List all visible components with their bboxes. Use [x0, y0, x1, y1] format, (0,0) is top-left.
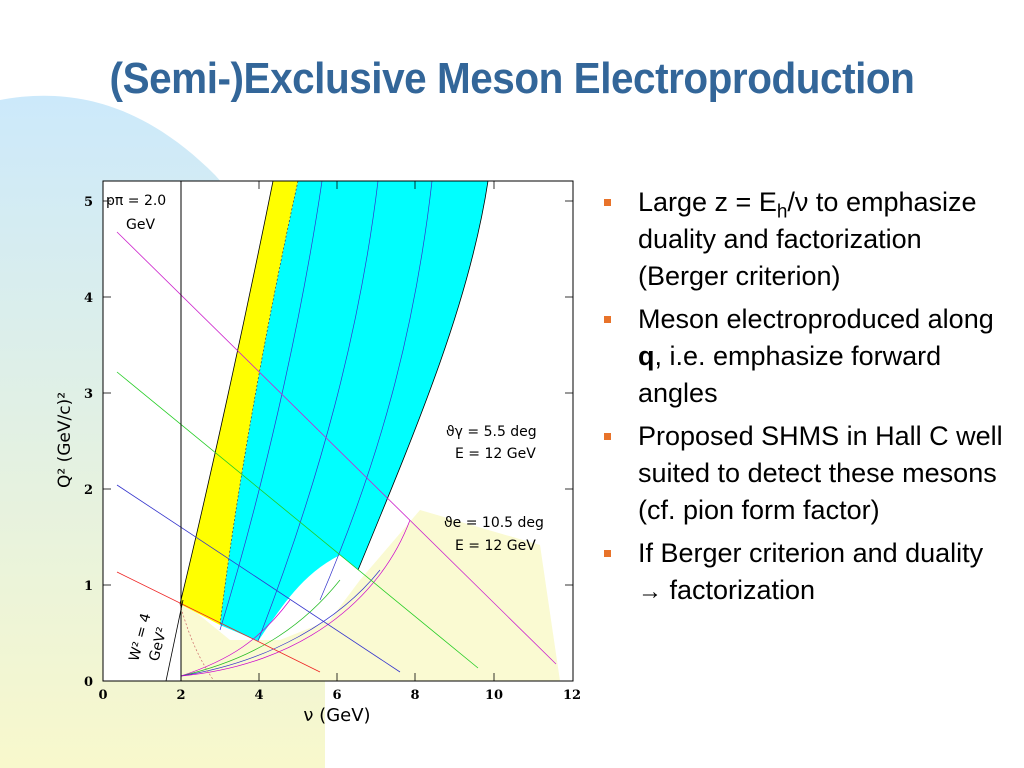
- w2-line: [165, 599, 184, 681]
- diag-line-red: [116, 571, 321, 673]
- yellow-band-left-edge: [179, 181, 274, 605]
- x-ticks: [180, 181, 495, 681]
- bullet-item: Meson electroproduced along q, i.e. emph…: [598, 301, 1008, 412]
- bullet-item: If Berger criterion and duality → factor…: [598, 535, 1008, 610]
- bullet-marker: [604, 433, 611, 440]
- low-curve-3: [180, 569, 381, 677]
- y-tick-1: 1: [84, 579, 93, 594]
- slide-title: (Semi-)Exclusive Meson Electroproduction: [109, 54, 915, 103]
- cyan-band-right-edge: [357, 181, 489, 571]
- low-curve-1: [180, 599, 291, 677]
- w2-dashed-curve: [179, 603, 215, 681]
- ppi-annotation: pπ = 2.0: [106, 193, 166, 209]
- y-axis-label: Q² (GeV/c)²: [55, 392, 75, 488]
- bullet-item: Large z = Eh/ν to emphasize duality and …: [598, 184, 1008, 295]
- band-divider-edge: [219, 181, 299, 626]
- accessible-region: [181, 510, 560, 681]
- low-curve-2: [180, 579, 341, 677]
- kinematics-plot: 0 1 2 3 4 5 0 2 4 6 8 10 12 Q² (GeV/c)² …: [55, 180, 581, 726]
- bullet-marker: [604, 199, 611, 206]
- diag-line-green: [116, 371, 479, 669]
- x-tick-10: 10: [485, 688, 503, 703]
- bullet-item: Proposed SHMS in Hall C well suited to d…: [598, 418, 1008, 529]
- theta-e-energy: E = 12 GeV: [455, 538, 536, 554]
- x-tick-12: 12: [563, 688, 581, 703]
- y-tick-0: 0: [84, 675, 93, 690]
- theta-e-annotation: ϑe = 10.5 deg: [444, 515, 544, 531]
- x-tick-8: 8: [410, 688, 419, 703]
- diag-line-magenta: [116, 231, 557, 665]
- diag-line-blue: [116, 484, 401, 673]
- angle-curve-3: [319, 181, 433, 601]
- y-tick-4: 4: [84, 291, 93, 306]
- bullet-list: Large z = Eh/ν to emphasize duality and …: [598, 184, 1008, 616]
- y-ticks: [103, 200, 573, 682]
- right-arrow-icon: →: [638, 578, 662, 605]
- y-tick-5: 5: [84, 195, 93, 210]
- x-tick-4: 4: [254, 688, 263, 703]
- angle-curve-2: [257, 181, 379, 642]
- plot-frame: [102, 180, 574, 682]
- x-tick-0: 0: [98, 688, 107, 703]
- x-axis-label: ν (GeV): [303, 705, 370, 726]
- cyan-band: [220, 181, 488, 641]
- y-tick-3: 3: [84, 387, 93, 402]
- bullet-marker: [604, 316, 611, 323]
- x-tick-6: 6: [332, 688, 341, 703]
- yellow-band: [180, 181, 298, 625]
- x-tick-2: 2: [176, 688, 185, 703]
- bullet-marker: [604, 550, 611, 557]
- low-curve-4: [180, 519, 411, 677]
- y-tick-2: 2: [84, 483, 93, 498]
- angle-curve-1: [219, 181, 323, 631]
- theta-gamma-energy: E = 12 GeV: [455, 446, 536, 462]
- ppi-unit-annotation: GeV: [126, 217, 155, 233]
- theta-gamma-annotation: ϑγ = 5.5 deg: [446, 424, 537, 440]
